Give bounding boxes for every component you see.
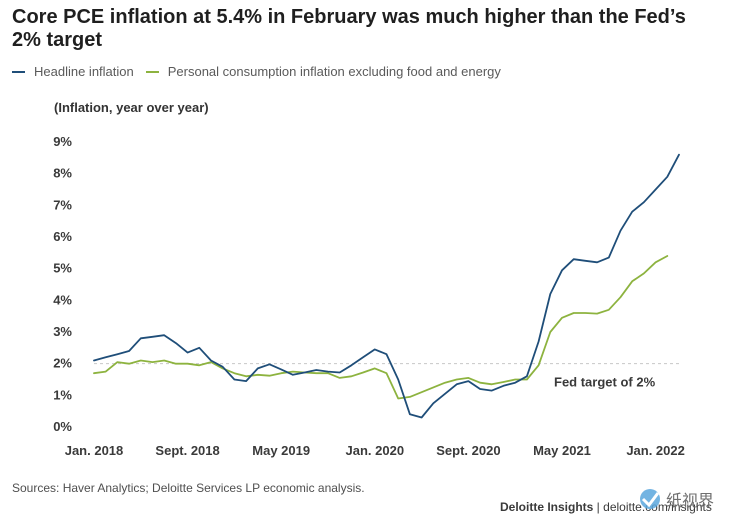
y-axis-label: (Inflation, year over year) [54, 100, 209, 115]
y-tick-label: 5% [53, 261, 72, 276]
x-tick-label: Jan. 2018 [65, 443, 124, 458]
credit-brand: Deloitte Insights [500, 500, 594, 514]
x-tick-label: Sept. 2018 [155, 443, 219, 458]
legend-swatch-headline [12, 70, 25, 73]
watermark-logo: 纸视界 [640, 489, 714, 510]
x-tick-label: May 2021 [533, 443, 591, 458]
series-line-headline [93, 153, 680, 419]
chart-title: Core PCE inflation at 5.4% in February w… [12, 6, 686, 51]
x-tick-label: Sept. 2020 [436, 443, 500, 458]
legend-item-headline: Headline inflation [12, 64, 134, 79]
watermark-text: 纸视界 [666, 491, 714, 510]
fed-target-label: Fed target of 2% [554, 375, 656, 390]
legend-label-core: Personal consumption inflation excluding… [167, 64, 501, 79]
legend-swatch-core [145, 70, 159, 73]
legend-item-core: Personal consumption inflation excluding… [145, 64, 501, 79]
y-tick-label: 6% [53, 229, 72, 244]
y-tick-label: 7% [53, 197, 72, 212]
y-tick-label: 3% [53, 324, 72, 339]
legend: Headline inflation Personal consumption … [12, 64, 513, 79]
legend-label-headline: Headline inflation [34, 64, 134, 79]
y-tick-label: 8% [53, 166, 72, 181]
x-tick-label: Jan. 2020 [346, 443, 405, 458]
source-note: Sources: Haver Analytics; Deloitte Servi… [12, 481, 365, 495]
credit-line: Deloitte Insights | deloitte.com/insight… [500, 500, 712, 514]
line-chart: 0% 1% 2% 3% 4% 5% 6% 7% 8% 9% Jan. 2018 Sept. 2018 M… [53, 134, 685, 458]
x-tick-label: Jan. 2022 [626, 443, 685, 458]
y-tick-label: 9% [53, 134, 72, 149]
credit-separator: | [593, 500, 604, 514]
x-tick-label: May 2019 [252, 443, 310, 458]
y-tick-label: 4% [53, 292, 72, 307]
credit-url: deloitte.com/insights [603, 500, 712, 514]
y-tick-label: 2% [53, 356, 72, 371]
y-tick-label: 1% [53, 387, 72, 402]
series-line-core [93, 255, 669, 400]
y-tick-label: 0% [53, 419, 72, 434]
